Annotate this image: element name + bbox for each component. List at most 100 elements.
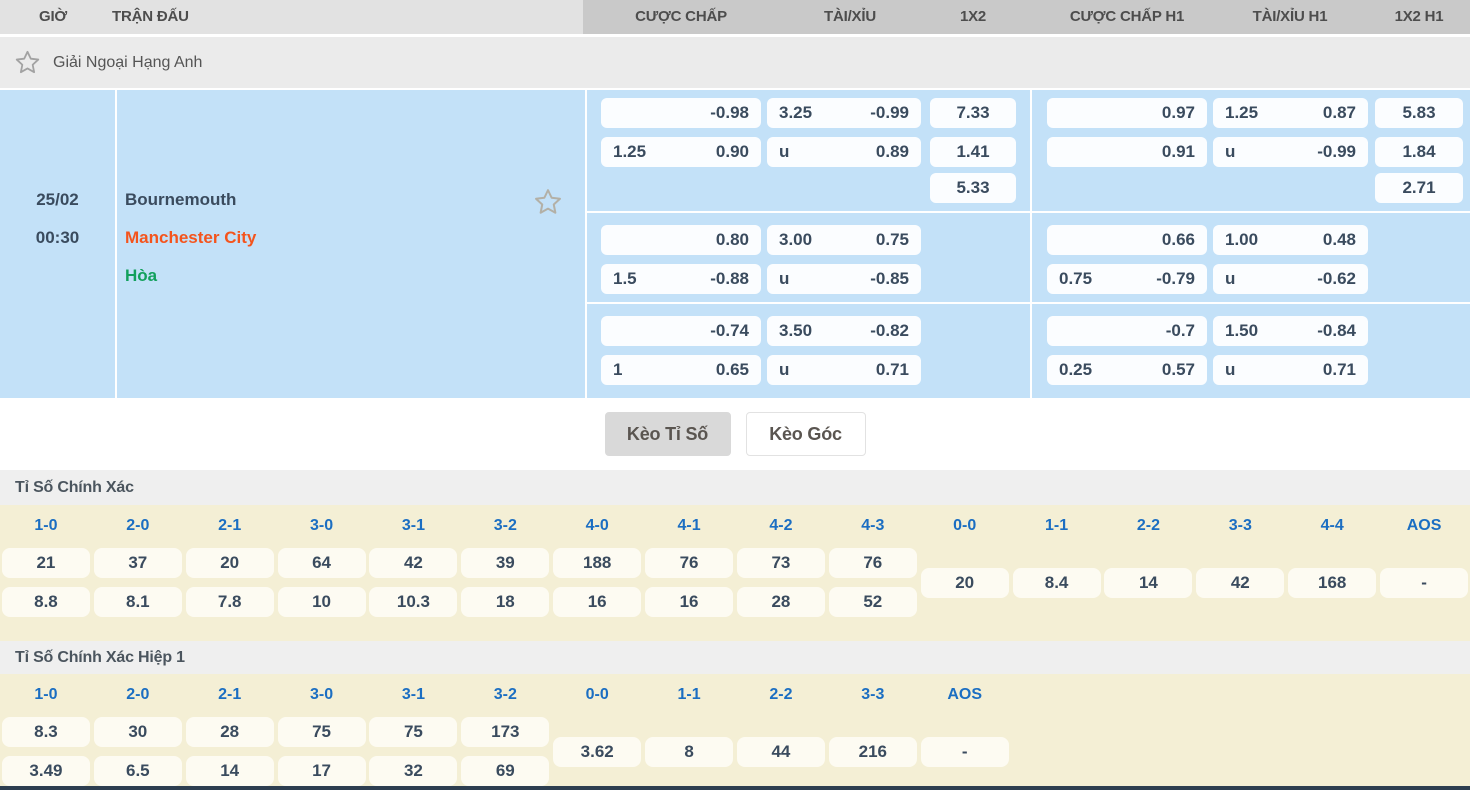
over-under-odds-cell[interactable]: u -0.85 [767, 264, 921, 294]
handicap-h1-odds-cell[interactable]: 0.91 [1047, 137, 1207, 167]
handicap-odds-cell[interactable]: -0.98 [601, 98, 761, 128]
corner-odds-button[interactable]: Kèo Góc [745, 412, 866, 456]
score-odds-cell[interactable]: 173 [461, 717, 550, 747]
score-odds-cell[interactable]: 42 [369, 548, 458, 578]
odds-line: 3.50 [779, 321, 813, 340]
score-odds-cell[interactable]: 69 [461, 756, 550, 786]
score-odds-cell[interactable]: 32 [369, 756, 458, 786]
score-odds-cell[interactable]: 8.4 [1012, 567, 1101, 598]
handicap-h1-odds-cell[interactable]: -0.7 [1047, 316, 1207, 346]
score-odds-cell[interactable]: 16 [645, 587, 734, 617]
score-odds-cell[interactable]: 18 [461, 587, 550, 617]
1x2-odds-cell[interactable]: 1.41 [930, 137, 1016, 167]
score-odds-cell[interactable]: 10.3 [369, 587, 458, 617]
over-under-h1-odds-cell[interactable]: u 0.71 [1213, 355, 1368, 385]
odds-price: 0.48 [1322, 230, 1356, 249]
odds-price: 0.71 [1322, 360, 1356, 379]
score-odds-cell[interactable]: 6.5 [93, 756, 182, 786]
1x2-h1-odds-cell[interactable]: 1.84 [1375, 137, 1463, 167]
score-odds-cell[interactable]: 3.62 [553, 736, 642, 767]
score-odds-cell[interactable]: 44 [736, 736, 825, 767]
score-odds-cell[interactable]: 8 [645, 736, 734, 767]
score-odds-cell[interactable]: 37 [93, 548, 182, 578]
score-odds-cell[interactable]: 21 [1, 548, 90, 578]
score-cells: 188 16 [553, 548, 642, 617]
handicap-h1-odds-cell[interactable]: 0.75 -0.79 [1047, 264, 1207, 294]
score-odds-cell[interactable]: 30 [93, 717, 182, 747]
col-header-handicap: CƯỢC CHẤP [635, 8, 727, 25]
over-under-odds-cell[interactable]: 3.50 -0.82 [767, 316, 921, 346]
score-odds-cell[interactable]: 20 [185, 548, 274, 578]
score-odds-cell[interactable]: 10 [277, 587, 366, 617]
score-odds-cell[interactable]: 7.8 [185, 587, 274, 617]
handicap-odds-cell[interactable]: -0.74 [601, 316, 761, 346]
score-odds-cell[interactable]: 16 [553, 587, 642, 617]
score-odds-button[interactable]: Kèo Tỉ Số [604, 412, 731, 456]
score-cells: 39 18 [461, 548, 550, 617]
score-odds-cell[interactable]: 64 [277, 548, 366, 578]
score-column: 1-1 8.4 [1011, 505, 1103, 641]
score-odds-cell[interactable]: 168 [1288, 567, 1377, 598]
odds-price: -0.79 [1156, 269, 1195, 288]
over-under-h1-odds-cell[interactable]: u -0.62 [1213, 264, 1368, 294]
handicap-odds-cell[interactable]: 0.80 [601, 225, 761, 255]
score-label: 1-0 [34, 517, 58, 534]
over-under-h1-odds-cell[interactable]: 1.50 -0.84 [1213, 316, 1368, 346]
1x2-odds-cell[interactable]: 5.33 [930, 173, 1016, 203]
score-odds-cell[interactable]: 20 [920, 567, 1009, 598]
score-odds-cell[interactable]: 76 [828, 548, 917, 578]
score-odds-cell[interactable]: 75 [277, 717, 366, 747]
odds-table-header: GIỜ TRẬN ĐẤU CƯỢC CHẤP TÀI/XỈU 1X2 CƯỢC … [0, 0, 1470, 34]
over-under-odds-cell[interactable]: 3.25 -0.99 [767, 98, 921, 128]
score-label: 3-0 [310, 517, 334, 534]
score-label: 1-1 [677, 686, 701, 703]
score-odds-cell[interactable]: 3.49 [1, 756, 90, 786]
score-label: 1-0 [34, 686, 58, 703]
handicap-odds-cell[interactable]: 1.5 -0.88 [601, 264, 761, 294]
over-under-h1-odds-cell[interactable]: u -0.99 [1213, 137, 1368, 167]
score-odds-cell[interactable]: 73 [736, 548, 825, 578]
score-odds-cell[interactable]: 52 [828, 587, 917, 617]
score-odds-cell[interactable]: 28 [185, 717, 274, 747]
score-odds-cell[interactable]: 216 [828, 736, 917, 767]
score-cells: 20 [920, 548, 1009, 617]
score-cells: 168 [1288, 548, 1377, 617]
handicap-h1-odds-cell[interactable]: 0.66 [1047, 225, 1207, 255]
score-odds-cell[interactable]: 76 [645, 548, 734, 578]
handicap-h1-odds-cell[interactable]: 0.97 [1047, 98, 1207, 128]
1x2-h1-odds-cell[interactable]: 5.83 [1375, 98, 1463, 128]
handicap-odds-cell[interactable]: 1 0.65 [601, 355, 761, 385]
handicap-h1-odds-cell[interactable]: 0.25 0.57 [1047, 355, 1207, 385]
score-cells: 216 [828, 717, 917, 786]
score-label: 2-2 [769, 686, 793, 703]
score-label: 3-2 [493, 686, 517, 703]
col-header-time: GIỜ [38, 8, 68, 25]
score-odds-cell[interactable]: 42 [1196, 567, 1285, 598]
score-label: 3-1 [401, 686, 425, 703]
score-odds-cell[interactable]: 14 [1104, 567, 1193, 598]
1x2-h1-odds-cell[interactable]: 2.71 [1375, 173, 1463, 203]
score-odds-cell[interactable]: 75 [369, 717, 458, 747]
over-under-h1-odds-cell[interactable]: 1.25 0.87 [1213, 98, 1368, 128]
1x2-odds-cell[interactable]: 7.33 [930, 98, 1016, 128]
star-icon[interactable] [533, 187, 563, 217]
score-odds-cell[interactable]: - [1380, 567, 1469, 598]
score-odds-cell[interactable]: 28 [736, 587, 825, 617]
score-odds-cell[interactable]: 188 [553, 548, 642, 578]
over-under-odds-cell[interactable]: u 0.71 [767, 355, 921, 385]
handicap-odds-cell[interactable]: 1.25 0.90 [601, 137, 761, 167]
score-odds-cell[interactable]: 39 [461, 548, 550, 578]
score-odds-cell[interactable]: 8.1 [93, 587, 182, 617]
score-odds-cell[interactable]: - [920, 736, 1009, 767]
bottom-bar [0, 786, 1470, 790]
over-under-odds-cell[interactable]: u 0.89 [767, 137, 921, 167]
score-odds-cell[interactable]: 8.8 [1, 587, 90, 617]
over-under-h1-odds-cell[interactable]: 1.00 0.48 [1213, 225, 1368, 255]
odds-line: 0.75 [1059, 269, 1093, 288]
score-odds-cell[interactable]: 8.3 [1, 717, 90, 747]
score-odds-cell[interactable]: 14 [185, 756, 274, 786]
over-under-odds-cell[interactable]: 3.00 0.75 [767, 225, 921, 255]
score-odds-cell[interactable]: 17 [277, 756, 366, 786]
league-row[interactable]: Giải Ngoại Hạng Anh [0, 34, 1470, 90]
star-icon[interactable] [14, 49, 41, 76]
